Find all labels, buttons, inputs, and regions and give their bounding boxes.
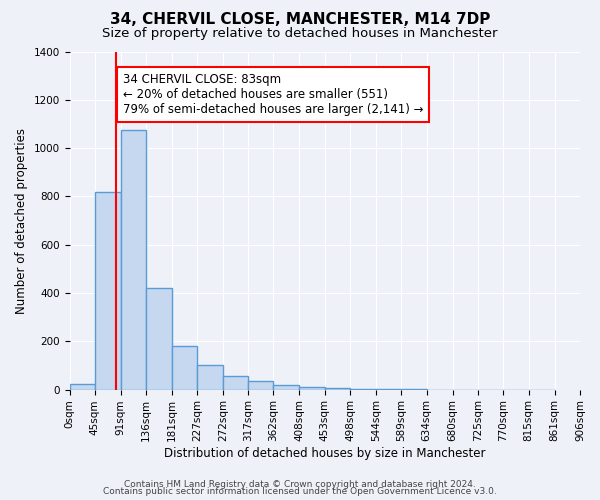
Text: Size of property relative to detached houses in Manchester: Size of property relative to detached ho… <box>102 28 498 40</box>
Bar <box>70 384 95 390</box>
Bar <box>299 386 325 390</box>
Y-axis label: Number of detached properties: Number of detached properties <box>15 128 28 314</box>
Bar <box>95 192 121 390</box>
Bar <box>121 130 146 390</box>
Text: Contains HM Land Registry data © Crown copyright and database right 2024.: Contains HM Land Registry data © Crown c… <box>124 480 476 489</box>
Text: 34 CHERVIL CLOSE: 83sqm
← 20% of detached houses are smaller (551)
79% of semi-d: 34 CHERVIL CLOSE: 83sqm ← 20% of detache… <box>123 73 424 116</box>
Bar <box>197 366 223 390</box>
Bar <box>248 381 274 390</box>
Bar <box>325 388 350 390</box>
Bar <box>172 346 197 390</box>
X-axis label: Distribution of detached houses by size in Manchester: Distribution of detached houses by size … <box>164 447 485 460</box>
Bar <box>274 385 299 390</box>
Bar <box>350 389 376 390</box>
Text: 34, CHERVIL CLOSE, MANCHESTER, M14 7DP: 34, CHERVIL CLOSE, MANCHESTER, M14 7DP <box>110 12 490 28</box>
Text: Contains public sector information licensed under the Open Government Licence v3: Contains public sector information licen… <box>103 488 497 496</box>
Bar <box>223 376 248 390</box>
Bar <box>146 288 172 390</box>
